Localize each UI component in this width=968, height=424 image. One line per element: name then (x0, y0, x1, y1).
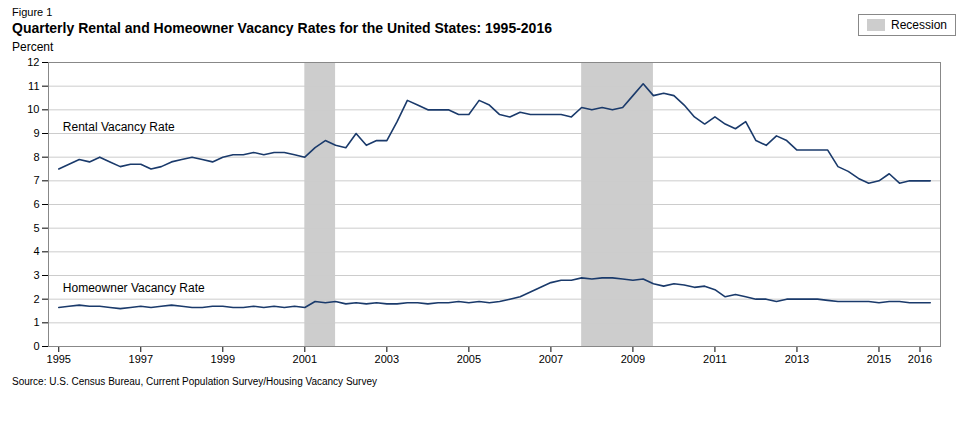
svg-text:1995: 1995 (47, 353, 71, 365)
svg-text:0: 0 (33, 340, 39, 352)
html-text:Source: U.S. Census Bureau, Cu: Source: U.S. Census Bureau, Current Popu… (12, 376, 377, 387)
svg-text:9: 9 (33, 127, 39, 139)
svg-text:7: 7 (33, 174, 39, 186)
svg-text:1997: 1997 (129, 353, 153, 365)
svg-text:8: 8 (33, 151, 39, 163)
svg-text:5: 5 (33, 222, 39, 234)
svg-text:2003: 2003 (375, 353, 399, 365)
svg-text:Rental Vacancy Rate: Rental Vacancy Rate (63, 120, 175, 134)
svg-text:12: 12 (27, 56, 39, 68)
svg-text:2013: 2013 (785, 353, 809, 365)
svg-text:4: 4 (33, 245, 39, 257)
html-text:Percent: Percent (12, 40, 54, 54)
svg-text:3: 3 (33, 269, 39, 281)
svg-text:10: 10 (27, 103, 39, 115)
svg-text:2015: 2015 (867, 353, 891, 365)
svg-text:2005: 2005 (457, 353, 481, 365)
html-text:Recession: Recession (891, 18, 947, 32)
svg-text:2016: 2016 (908, 353, 932, 365)
svg-text:Homeowner Vacancy Rate: Homeowner Vacancy Rate (63, 281, 205, 295)
svg-text:6: 6 (33, 198, 39, 210)
svg-text:2001: 2001 (293, 353, 317, 365)
svg-text:2011: 2011 (703, 353, 727, 365)
html-text:Figure 1: Figure 1 (12, 6, 53, 18)
svg-text:2009: 2009 (621, 353, 645, 365)
svg-text:2: 2 (33, 293, 39, 305)
svg-text:1: 1 (33, 316, 39, 328)
svg-text:2007: 2007 (539, 353, 563, 365)
svg-text:11: 11 (28, 80, 39, 92)
html-text:Quarterly Rental and Homeowner: Quarterly Rental and Homeowner Vacancy R… (12, 20, 552, 36)
svg-text:1999: 1999 (211, 353, 235, 365)
